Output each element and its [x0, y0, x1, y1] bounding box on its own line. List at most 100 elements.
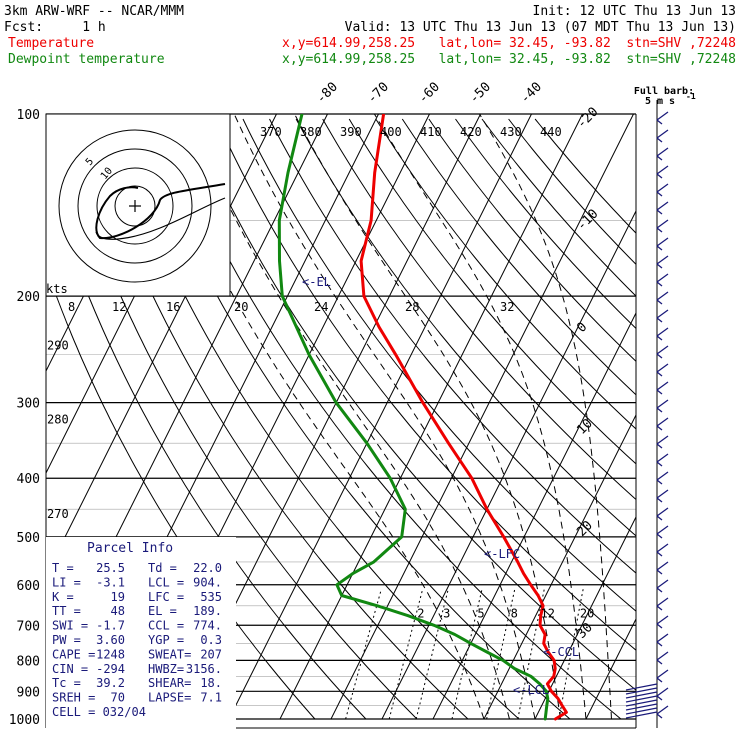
parcel-info-title: Parcel Info [87, 541, 173, 556]
parcel-info-value: 70 [111, 691, 125, 705]
moist-adiabat [186, 114, 510, 720]
wind-barb [656, 713, 663, 719]
temperature-profile [359, 114, 568, 721]
parcel-info-value: LI = [52, 575, 81, 589]
wind-barb [656, 425, 663, 431]
parcel-info-value: 3.60 [96, 633, 125, 647]
wind-barb [656, 407, 663, 413]
wind-barb [656, 543, 669, 553]
mixing-ratio-label: 20 [580, 607, 594, 621]
hodograph: 510 [45, 113, 231, 297]
wind-barb [656, 119, 663, 125]
theta-label: 430 [500, 125, 522, 139]
dry-adiabat [481, 118, 636, 297]
init-time: Init: 12 UTC Thu 13 Jun 13 [533, 4, 737, 19]
pressure-label: 300 [17, 397, 40, 412]
dry-adiabat-label: 290 [47, 338, 69, 352]
wind-barb [656, 165, 669, 175]
parcel-info-value: 7.1 [200, 691, 222, 705]
hodograph-speed-label: 32 [500, 300, 514, 314]
parcel-info-value: 535 [200, 590, 222, 604]
parcel-info-value: CIN = [52, 662, 88, 676]
dry-adiabat [534, 118, 636, 234]
isotherm [483, 413, 636, 720]
isotherm [432, 311, 636, 720]
hodograph-ring [114, 185, 156, 227]
wind-barb [625, 691, 658, 699]
wind-barb [656, 155, 663, 161]
parcel-info-value: EL = [148, 604, 177, 618]
mixing-ratio-label: 5 [477, 607, 484, 621]
pressure-label: 800 [17, 654, 40, 669]
wind-barb [656, 453, 669, 463]
wind-barb [656, 147, 669, 157]
isotherm [534, 515, 636, 720]
parcel-info-value: TT = [52, 604, 81, 618]
moist-adiabat [149, 114, 485, 720]
parcel-info-panel: Parcel Info T = 25.5 Td = 22.0 LI = -3.1 LCL =… [46, 537, 236, 729]
mixing-ratio-line [415, 588, 449, 720]
dry-adiabat [295, 118, 636, 537]
mixing-ratio-label: 3 [443, 607, 450, 621]
wind-barb [656, 381, 669, 391]
parcel-info-value: HWBZ= [148, 662, 184, 676]
temperature-label: -20 [574, 105, 601, 132]
wind-barb [625, 683, 658, 691]
wind-barbs [625, 111, 669, 719]
lfc-marker: <-LFC [484, 547, 520, 561]
wind-barb [656, 191, 663, 197]
wind-barb [656, 317, 663, 323]
wind-barb [656, 597, 669, 607]
parcel-info-value: PW = [52, 633, 81, 647]
wind-barb [656, 353, 663, 359]
wind-barb [656, 705, 669, 715]
temperature-label: 0 [574, 320, 590, 336]
theta-label: 440 [540, 125, 562, 139]
model-title: 3km ARW-WRF -- NCAR/MMM [4, 4, 184, 19]
dry-adiabat [401, 118, 636, 396]
isotherm [381, 209, 636, 720]
wind-barb [656, 137, 663, 143]
temperature-label: 30 [574, 620, 596, 642]
parcel-info-value: 1248 [96, 647, 125, 661]
theta-label: 380 [300, 125, 322, 139]
wind-barb [656, 633, 669, 643]
hodograph-speed-label: 8 [68, 300, 75, 314]
moist-adiabat [479, 114, 612, 720]
wind-barb [656, 623, 663, 629]
wind-barb [656, 443, 663, 449]
barb-legend-unit: 5 m s [645, 96, 675, 107]
pressure-label: 400 [17, 472, 40, 487]
theta-label: 410 [420, 125, 442, 139]
wind-barb [656, 435, 669, 445]
wind-barb [656, 461, 663, 467]
wind-barb [656, 507, 669, 517]
lcl-marker: <-LCL [513, 683, 549, 697]
temperature-label: -40 [518, 80, 545, 107]
temperature-label: -50 [467, 80, 494, 107]
wind-barb [656, 227, 663, 233]
parcel-info-value: SREH = [52, 691, 95, 705]
hodograph-trace [95, 197, 226, 240]
parcel-info-value: 207 [200, 647, 222, 661]
parcel-info-value: 0.3 [200, 633, 222, 647]
pressure-label: 600 [17, 579, 40, 594]
wind-barb [656, 489, 669, 499]
wind-barb [656, 111, 669, 121]
hodograph-ring [58, 129, 212, 283]
wind-barb [625, 695, 658, 703]
wind-barb [656, 525, 669, 535]
wind-barb [656, 605, 663, 611]
wind-barb [656, 389, 663, 395]
mixing-ratio-label: 12 [541, 607, 555, 621]
parcel-info-value: 904. [193, 575, 222, 589]
parcel-info-value: 19 [111, 590, 125, 604]
chart-header: 3km ARW-WRF -- NCAR/MMM Init: 12 UTC Thu… [4, 4, 736, 67]
temperature-label: 10 [574, 416, 596, 438]
parcel-info-value: LFC = [148, 590, 184, 604]
parcel-info-value: -3.1 [96, 575, 125, 589]
isotherm [330, 114, 634, 720]
el-marker: <-EL [302, 275, 331, 289]
wind-barb [656, 245, 663, 251]
theta-label: 370 [260, 125, 282, 139]
